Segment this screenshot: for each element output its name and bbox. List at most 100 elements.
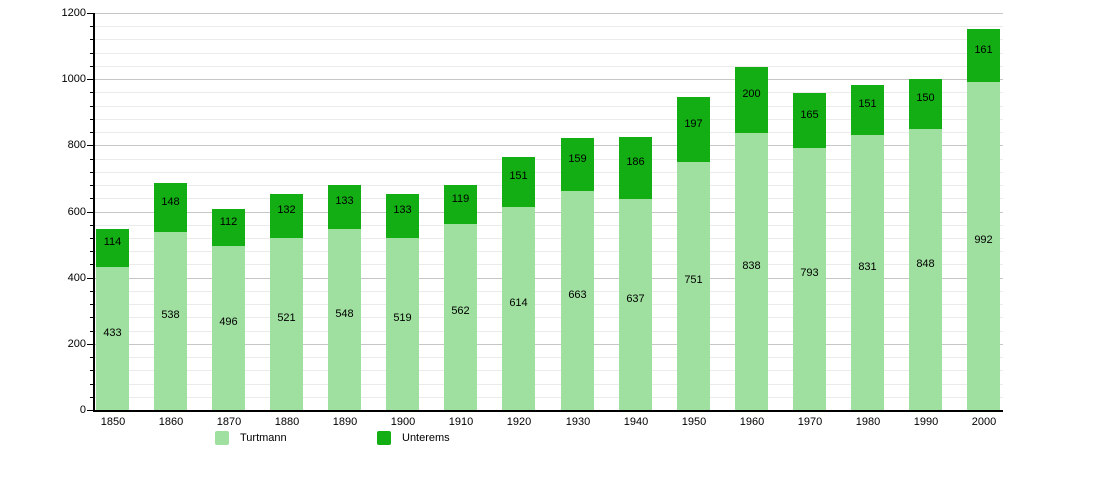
bar-segment-unterems xyxy=(677,97,710,162)
y-axis-label: 1200 xyxy=(61,7,86,19)
x-axis-label: 1950 xyxy=(681,416,707,428)
bar-segment-turtmann xyxy=(909,129,942,410)
y-minor-tick xyxy=(90,132,93,133)
x-axis-label: 1990 xyxy=(913,416,939,428)
major-gridline xyxy=(95,278,1003,279)
bar-segment-unterems xyxy=(909,79,942,129)
minor-gridline xyxy=(95,198,1003,199)
minor-gridline xyxy=(95,132,1003,133)
minor-gridline xyxy=(95,172,1003,173)
bar-value-turtmann: 519 xyxy=(393,312,412,324)
major-gridline xyxy=(95,344,1003,345)
y-minor-tick xyxy=(90,317,93,318)
bar-segment-turtmann xyxy=(851,135,884,410)
bar-value-unterems: 197 xyxy=(684,118,703,130)
bar-value-unterems: 159 xyxy=(568,153,587,165)
minor-gridline xyxy=(95,370,1003,371)
major-gridline xyxy=(95,145,1003,146)
bar-value-unterems: 151 xyxy=(509,170,528,182)
y-minor-tick xyxy=(90,370,93,371)
minor-gridline xyxy=(95,384,1003,385)
major-gridline xyxy=(95,13,1003,14)
minor-gridline xyxy=(95,357,1003,358)
bar-segment-turtmann xyxy=(270,238,303,410)
x-axis-label: 1930 xyxy=(565,416,591,428)
bar-segment-unterems xyxy=(328,185,361,229)
y-minor-tick xyxy=(90,225,93,226)
minor-gridline xyxy=(95,238,1003,239)
bar-segment-unterems xyxy=(735,67,768,133)
x-axis-label: 1980 xyxy=(855,416,881,428)
bar-segment-turtmann xyxy=(735,133,768,410)
major-gridline xyxy=(95,212,1003,213)
bar-value-unterems: 119 xyxy=(451,193,470,205)
legend-label-turtmann: Turtmann xyxy=(240,432,287,444)
bar-segment-unterems xyxy=(851,85,884,135)
y-major-tick xyxy=(87,212,93,213)
y-major-tick xyxy=(87,145,93,146)
bar-segment-turtmann xyxy=(96,267,129,410)
y-minor-tick xyxy=(90,251,93,252)
bar-segment-unterems xyxy=(444,185,477,224)
y-minor-tick xyxy=(90,238,93,239)
x-axis-label: 2000 xyxy=(971,416,997,428)
bar-value-unterems: 114 xyxy=(103,236,122,248)
y-minor-tick xyxy=(90,159,93,160)
bar-segment-unterems xyxy=(386,194,419,238)
y-minor-tick xyxy=(90,185,93,186)
bar-value-turtmann: 538 xyxy=(161,309,180,321)
bar-segment-turtmann xyxy=(619,199,652,410)
y-minor-tick xyxy=(90,397,93,398)
minor-gridline xyxy=(95,92,1003,93)
bar-segment-unterems xyxy=(212,209,245,246)
y-minor-tick xyxy=(90,357,93,358)
y-minor-tick xyxy=(90,39,93,40)
y-minor-tick xyxy=(90,66,93,67)
y-minor-tick xyxy=(90,384,93,385)
y-major-tick xyxy=(87,410,93,411)
y-minor-tick xyxy=(90,26,93,27)
bar-value-unterems: 133 xyxy=(335,195,354,207)
bar-segment-turtmann xyxy=(967,82,1000,410)
bar-value-turtmann: 548 xyxy=(335,308,354,320)
bar-value-turtmann: 751 xyxy=(684,274,703,286)
x-axis-label: 1900 xyxy=(390,416,416,428)
bar-segment-turtmann xyxy=(328,229,361,410)
x-axis-label: 1870 xyxy=(216,416,242,428)
y-minor-tick xyxy=(90,106,93,107)
legend-swatch-turtmann xyxy=(215,431,229,445)
y-major-tick xyxy=(87,278,93,279)
bar-value-unterems: 150 xyxy=(916,92,935,104)
x-axis-label: 1860 xyxy=(158,416,184,428)
bar-value-turtmann: 637 xyxy=(626,293,645,305)
major-gridline xyxy=(95,79,1003,80)
bar-segment-turtmann xyxy=(502,207,535,410)
legend-swatch-unterems xyxy=(377,431,391,445)
bar-value-turtmann: 831 xyxy=(858,261,877,273)
bar-segment-unterems xyxy=(561,138,594,191)
bar-segment-turtmann xyxy=(212,246,245,410)
bar-value-unterems: 186 xyxy=(626,156,645,168)
y-axis-label: 800 xyxy=(67,139,86,151)
y-major-tick xyxy=(87,13,93,14)
bar-value-unterems: 133 xyxy=(393,204,412,216)
minor-gridline xyxy=(95,264,1003,265)
y-minor-tick xyxy=(90,304,93,305)
minor-gridline xyxy=(95,106,1003,107)
minor-gridline xyxy=(95,53,1003,54)
y-axis-label: 1000 xyxy=(61,73,86,85)
minor-gridline xyxy=(95,26,1003,27)
y-minor-tick xyxy=(90,92,93,93)
y-axis-label: 600 xyxy=(67,206,86,218)
x-axis-label: 1970 xyxy=(797,416,823,428)
bar-segment-turtmann xyxy=(444,224,477,410)
y-axis xyxy=(93,13,95,412)
bar-value-unterems: 112 xyxy=(219,216,238,228)
x-axis-label: 1960 xyxy=(739,416,765,428)
bar-segment-turtmann xyxy=(386,238,419,410)
minor-gridline xyxy=(95,331,1003,332)
minor-gridline xyxy=(95,304,1003,305)
bar-value-unterems: 200 xyxy=(742,88,761,100)
bar-value-turtmann: 562 xyxy=(451,305,470,317)
